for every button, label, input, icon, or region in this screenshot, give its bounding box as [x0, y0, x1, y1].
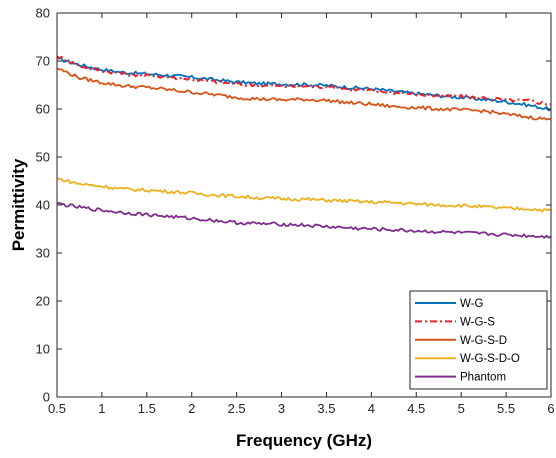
series-line-phantom	[56, 201, 552, 239]
legend-label: W-G-S	[460, 316, 495, 328]
y-tick-label: 20	[36, 294, 50, 309]
legend: W-G W-G-S W-G-S-D W-G-S-D-O Phantom	[409, 290, 548, 390]
series-layer	[56, 55, 552, 239]
y-tick-label: 30	[36, 246, 50, 261]
x-tick-label: 2.5	[228, 401, 246, 416]
x-tick-label: 5.5	[497, 401, 515, 416]
y-axis-title: Permittivity	[9, 158, 28, 251]
series-line-w-g-s-d	[56, 67, 552, 121]
x-tick-label: 1	[98, 401, 105, 416]
x-tick-label: 2	[188, 401, 195, 416]
axis-ticks: 0.5 1 1.5 2 2.5 3 3.5 4 4.5 5 5.5 60102030405060708…	[36, 6, 555, 417]
legend-label: W-G-S-D	[460, 335, 507, 347]
x-tick-label: 4	[368, 401, 375, 416]
y-tick-label: 10	[36, 342, 50, 357]
legend-label: W-G	[460, 298, 483, 310]
series-line-w-g-s	[56, 55, 552, 106]
series-line-w-g-s-d-o	[56, 177, 552, 213]
legend-label: W-G-S-D-O	[460, 353, 520, 365]
series-line-w-g	[56, 57, 552, 112]
y-tick-label: 40	[36, 198, 50, 213]
x-tick-label: 0.5	[48, 401, 66, 416]
y-tick-label: 60	[36, 102, 50, 117]
y-tick-label: 70	[36, 54, 50, 69]
x-tick-label: 6	[547, 401, 554, 416]
y-tick-label: 50	[36, 150, 50, 165]
x-tick-label: 1.5	[138, 401, 156, 416]
x-tick-label: 5	[458, 401, 465, 416]
x-axis-title: Frequency (GHz)	[236, 431, 372, 450]
legend-label: Phantom	[460, 372, 506, 384]
x-tick-label: 3	[278, 401, 285, 416]
x-tick-label: 3.5	[317, 401, 335, 416]
y-tick-label: 0	[43, 390, 50, 405]
x-tick-label: 4.5	[407, 401, 425, 416]
y-tick-label: 80	[36, 6, 50, 21]
